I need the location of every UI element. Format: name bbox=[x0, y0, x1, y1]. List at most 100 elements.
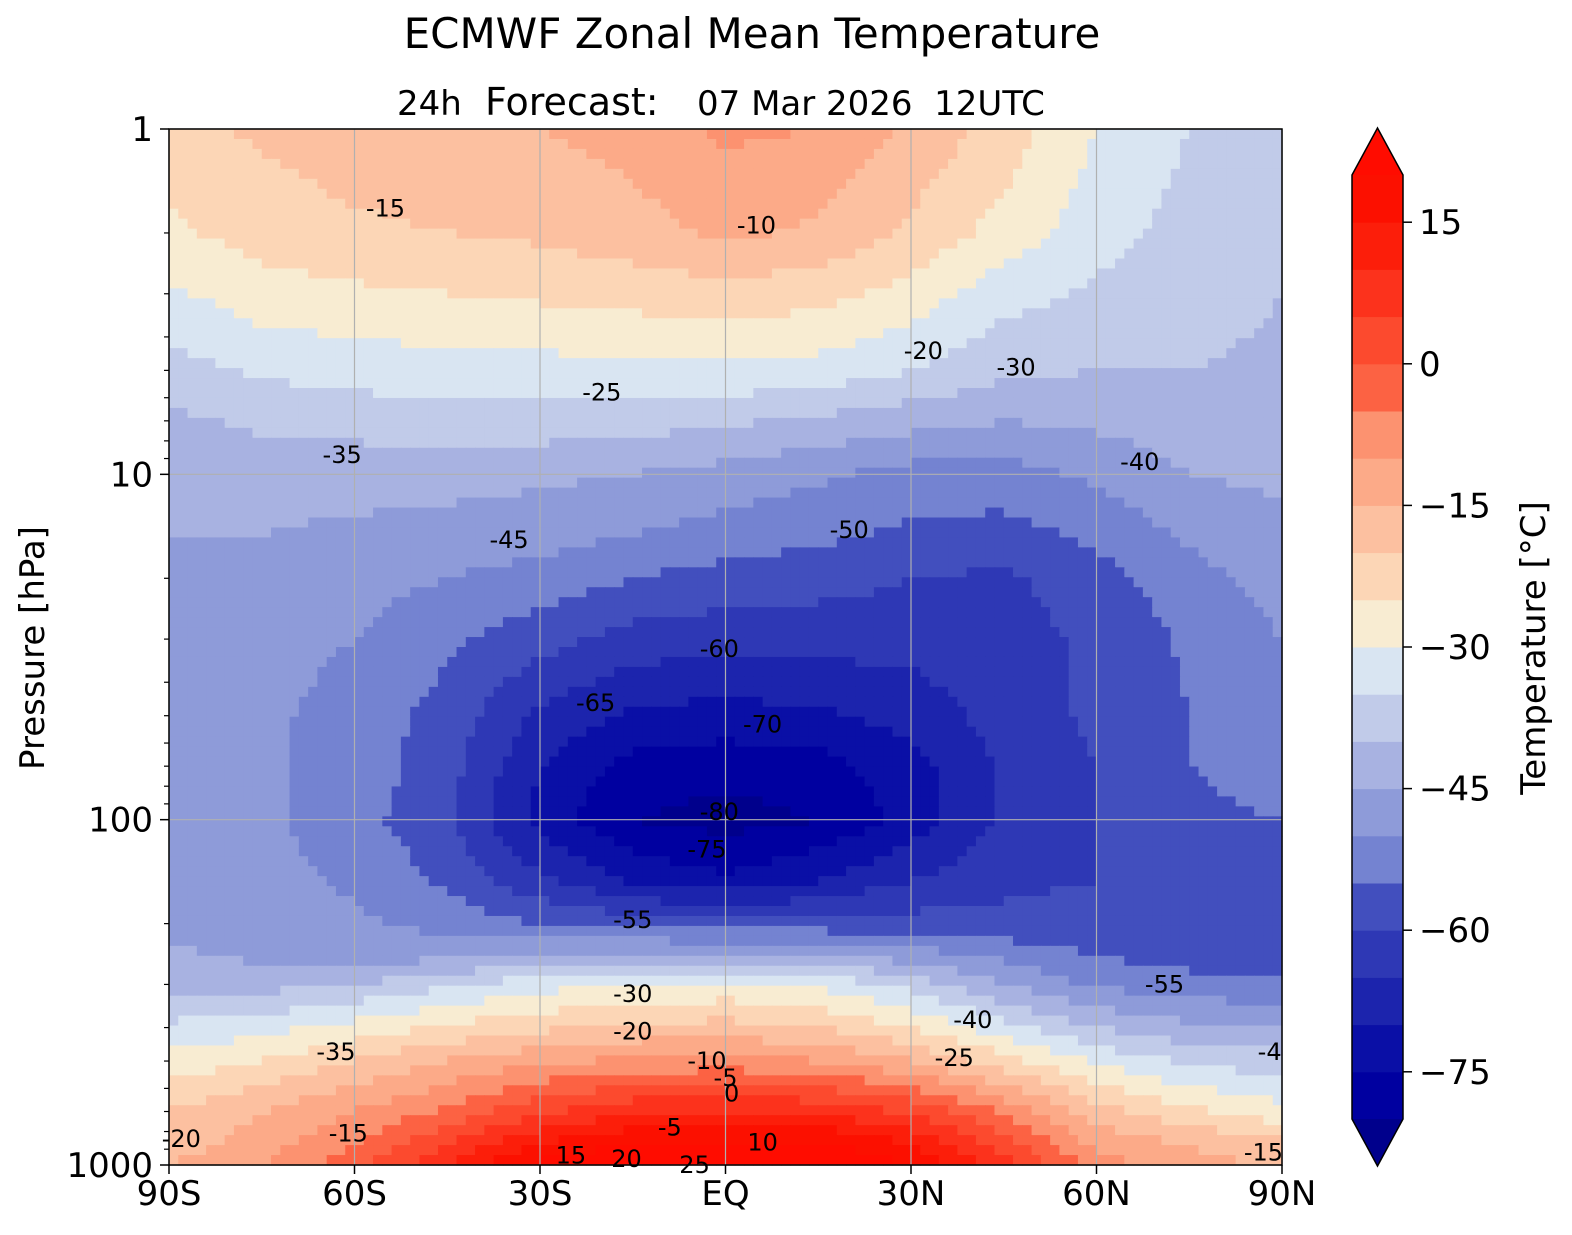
field-cell bbox=[642, 427, 652, 439]
field-cell bbox=[864, 388, 875, 399]
field-cell bbox=[595, 258, 606, 270]
field-cell bbox=[530, 447, 541, 459]
field-cell bbox=[808, 248, 819, 260]
field-cell bbox=[762, 228, 773, 240]
field-cell bbox=[206, 447, 216, 459]
field-cell bbox=[1124, 417, 1135, 429]
field-cell bbox=[475, 168, 485, 180]
field-cell bbox=[1152, 298, 1163, 309]
field-cell bbox=[549, 148, 560, 160]
field-cell bbox=[187, 288, 198, 299]
field-cell bbox=[1244, 328, 1255, 339]
field-cell bbox=[437, 417, 448, 429]
field-cell bbox=[883, 238, 894, 250]
field-cell bbox=[799, 388, 810, 399]
field-cell bbox=[753, 507, 764, 519]
field-cell bbox=[1133, 497, 1144, 509]
field-cell bbox=[734, 507, 745, 519]
field-cell bbox=[196, 397, 207, 409]
field-cell bbox=[206, 208, 216, 220]
field-cell bbox=[938, 467, 949, 479]
field-cell bbox=[929, 288, 940, 299]
field-cell bbox=[873, 388, 884, 399]
field-cell bbox=[994, 507, 1005, 519]
field-cell bbox=[1244, 308, 1255, 319]
field-cell bbox=[196, 467, 207, 479]
field-cell bbox=[521, 298, 532, 309]
field-cell bbox=[1263, 447, 1274, 459]
field-cell bbox=[1189, 348, 1200, 359]
field-cell bbox=[363, 138, 374, 150]
field-cell bbox=[1040, 427, 1051, 439]
field-cell bbox=[660, 487, 671, 499]
field-cell bbox=[632, 168, 643, 180]
field-cell bbox=[512, 238, 523, 250]
field-cell bbox=[864, 378, 875, 389]
field-cell bbox=[1077, 328, 1088, 339]
field-cell bbox=[892, 487, 903, 499]
field-cell bbox=[1096, 447, 1107, 459]
field-cell bbox=[540, 318, 550, 329]
field-cell bbox=[196, 129, 207, 140]
field-cell bbox=[187, 507, 198, 519]
field-cell bbox=[827, 228, 838, 240]
field-cell bbox=[400, 158, 411, 170]
field-cell bbox=[1217, 527, 1227, 539]
field-cell bbox=[771, 328, 782, 339]
field-cell bbox=[846, 129, 856, 140]
field-cell bbox=[679, 318, 690, 329]
field-cell bbox=[1263, 268, 1274, 280]
field-cell bbox=[697, 188, 708, 200]
field-cell bbox=[994, 348, 1005, 359]
field-cell bbox=[1040, 238, 1051, 250]
field-cell bbox=[549, 228, 560, 240]
field-cell bbox=[697, 517, 708, 529]
field-cell bbox=[734, 238, 745, 250]
field-cell bbox=[623, 318, 634, 329]
field-cell bbox=[1068, 437, 1079, 449]
field-cell bbox=[400, 238, 411, 250]
field-cell bbox=[883, 467, 894, 479]
field-cell bbox=[1105, 467, 1116, 479]
field-cell bbox=[187, 178, 198, 190]
field-cell bbox=[1013, 148, 1023, 160]
field-cell bbox=[734, 467, 745, 479]
field-cell bbox=[679, 148, 690, 160]
field-cell bbox=[771, 407, 782, 419]
field-cell bbox=[1050, 507, 1061, 519]
field-cell bbox=[1115, 447, 1125, 459]
field-cell bbox=[233, 248, 244, 260]
field-cell bbox=[196, 268, 207, 280]
field-cell bbox=[345, 198, 356, 210]
field-cell bbox=[512, 318, 523, 329]
field-cell bbox=[808, 517, 819, 529]
field-cell bbox=[308, 447, 319, 459]
field-cell bbox=[326, 308, 337, 319]
field-cell bbox=[196, 318, 207, 329]
field-cell bbox=[651, 288, 662, 299]
field-cell bbox=[1013, 527, 1023, 539]
field-cell bbox=[1198, 427, 1209, 439]
field-cell bbox=[734, 208, 745, 220]
field-cell bbox=[1161, 198, 1172, 210]
field-cell bbox=[187, 477, 198, 489]
field-cell bbox=[345, 168, 356, 180]
field-cell bbox=[298, 358, 309, 369]
field-cell bbox=[725, 378, 736, 389]
field-cell bbox=[1059, 417, 1070, 429]
field-cell bbox=[1207, 148, 1218, 160]
field-cell bbox=[604, 278, 615, 289]
field-cell bbox=[901, 318, 912, 329]
field-cell bbox=[771, 338, 782, 349]
field-cell bbox=[1254, 368, 1265, 379]
field-cell bbox=[642, 238, 652, 250]
field-cell bbox=[1272, 348, 1283, 359]
field-cell bbox=[567, 467, 578, 479]
field-cell bbox=[280, 457, 291, 469]
field-cell bbox=[1179, 318, 1190, 329]
field-cell bbox=[855, 487, 866, 499]
field-cell bbox=[261, 477, 272, 489]
field-cell bbox=[642, 368, 652, 379]
field-cell bbox=[512, 358, 523, 369]
field-cell bbox=[215, 148, 226, 160]
